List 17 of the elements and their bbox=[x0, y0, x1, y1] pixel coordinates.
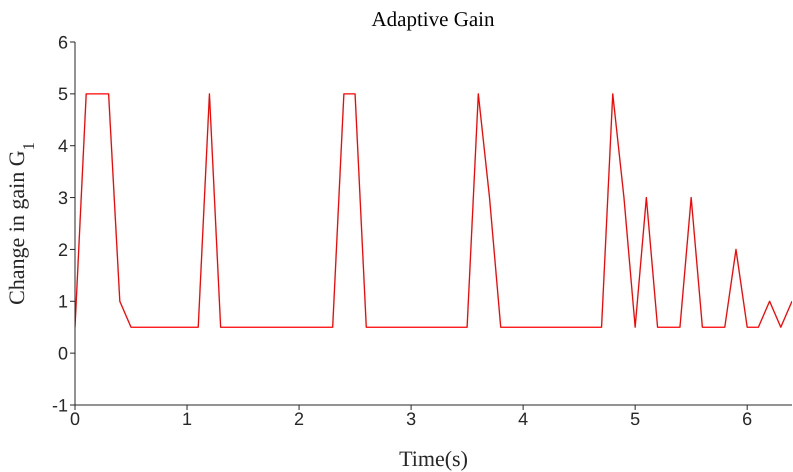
x-tick-label: 1 bbox=[182, 408, 192, 429]
y-tick-label: 4 bbox=[58, 136, 68, 156]
y-tick-label: 6 bbox=[58, 32, 68, 52]
y-tick-label: -1 bbox=[52, 395, 68, 416]
line-series bbox=[75, 93, 792, 328]
x-tick-label: 3 bbox=[406, 408, 416, 429]
x-tick-label: 4 bbox=[518, 408, 528, 429]
x-axis-title: Time(s) bbox=[399, 446, 468, 471]
x-tick-label: 5 bbox=[630, 408, 640, 429]
y-tick-label: 5 bbox=[58, 84, 68, 104]
x-tick-label: 6 bbox=[742, 408, 752, 429]
y-tick-label: 0 bbox=[58, 344, 68, 364]
chart-title: Adaptive Gain bbox=[371, 7, 496, 31]
x-tick-label: 2 bbox=[294, 408, 304, 429]
y-tick-label: 1 bbox=[58, 292, 68, 312]
y-tick-label: 3 bbox=[58, 188, 68, 208]
y-tick-label: 2 bbox=[58, 240, 68, 260]
